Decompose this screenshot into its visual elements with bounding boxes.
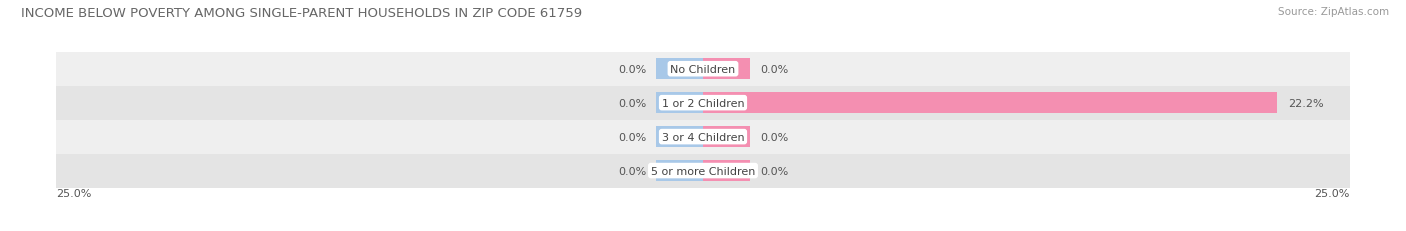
Text: No Children: No Children [671, 64, 735, 74]
Text: 25.0%: 25.0% [56, 188, 91, 198]
Text: 0.0%: 0.0% [617, 64, 647, 74]
Bar [657, 127, 703, 148]
Bar [703, 160, 749, 181]
Bar [56, 154, 1350, 188]
Text: 0.0%: 0.0% [617, 166, 647, 176]
Text: 0.0%: 0.0% [617, 98, 647, 108]
Text: 0.0%: 0.0% [759, 166, 789, 176]
Bar [56, 52, 1350, 86]
Text: 3 or 4 Children: 3 or 4 Children [662, 132, 744, 142]
Bar [657, 160, 703, 181]
Text: 0.0%: 0.0% [759, 132, 789, 142]
Bar [703, 93, 1277, 114]
Text: INCOME BELOW POVERTY AMONG SINGLE-PARENT HOUSEHOLDS IN ZIP CODE 61759: INCOME BELOW POVERTY AMONG SINGLE-PARENT… [21, 7, 582, 20]
Text: 25.0%: 25.0% [1315, 188, 1350, 198]
Text: 0.0%: 0.0% [617, 132, 647, 142]
Text: 1 or 2 Children: 1 or 2 Children [662, 98, 744, 108]
Bar [703, 59, 749, 80]
Bar [56, 120, 1350, 154]
Text: 0.0%: 0.0% [759, 64, 789, 74]
Bar [703, 127, 749, 148]
Bar [657, 93, 703, 114]
Bar [657, 59, 703, 80]
Bar [56, 86, 1350, 120]
Text: 22.2%: 22.2% [1288, 98, 1323, 108]
Text: Source: ZipAtlas.com: Source: ZipAtlas.com [1278, 7, 1389, 17]
Text: 5 or more Children: 5 or more Children [651, 166, 755, 176]
